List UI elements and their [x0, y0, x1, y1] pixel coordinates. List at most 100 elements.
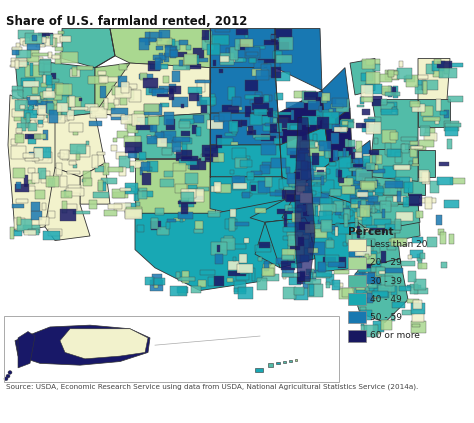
Bar	[207, 44, 220, 55]
Bar	[197, 58, 208, 62]
Bar	[176, 149, 192, 161]
Bar	[34, 148, 43, 160]
Bar	[283, 361, 286, 363]
Bar	[343, 148, 346, 158]
Bar	[335, 227, 338, 236]
Bar	[390, 239, 403, 242]
Bar	[25, 33, 42, 44]
Bar	[414, 288, 428, 294]
Bar	[262, 162, 271, 168]
Polygon shape	[265, 218, 315, 268]
Bar	[48, 178, 55, 187]
Bar	[36, 44, 45, 47]
Bar	[250, 100, 255, 104]
Bar	[222, 105, 239, 113]
Bar	[27, 50, 39, 62]
Bar	[215, 29, 230, 32]
Bar	[432, 61, 445, 71]
Bar	[170, 286, 187, 297]
Bar	[173, 163, 186, 171]
Bar	[372, 162, 376, 165]
Bar	[306, 202, 319, 211]
Bar	[160, 103, 169, 107]
Bar	[413, 279, 427, 290]
Bar	[242, 193, 252, 196]
Bar	[310, 197, 327, 203]
Bar	[347, 140, 355, 147]
Bar	[40, 92, 44, 99]
Bar	[254, 96, 263, 104]
Bar	[211, 242, 228, 255]
Bar	[273, 138, 282, 143]
Bar	[255, 92, 262, 101]
Bar	[265, 123, 277, 126]
Bar	[319, 198, 332, 210]
Bar	[356, 208, 365, 217]
Bar	[380, 201, 392, 212]
Bar	[171, 52, 187, 57]
Bar	[147, 135, 151, 138]
Bar	[254, 60, 264, 71]
Bar	[311, 173, 326, 182]
Bar	[169, 84, 176, 87]
Bar	[304, 91, 318, 100]
Bar	[179, 60, 183, 66]
Bar	[157, 138, 167, 147]
Bar	[383, 102, 397, 107]
Bar	[230, 209, 236, 217]
Bar	[365, 183, 380, 190]
Bar	[142, 173, 151, 185]
Bar	[29, 57, 44, 66]
Bar	[440, 111, 447, 115]
Text: 20 - 29: 20 - 29	[370, 258, 402, 267]
Bar	[27, 115, 44, 120]
Bar	[260, 165, 270, 174]
Bar	[277, 209, 293, 214]
Bar	[92, 108, 106, 116]
Bar	[67, 97, 81, 107]
Bar	[64, 190, 69, 197]
Bar	[182, 138, 192, 144]
Bar	[307, 142, 320, 148]
Bar	[373, 180, 378, 187]
Bar	[190, 159, 206, 170]
Bar	[35, 190, 45, 199]
Bar	[337, 223, 340, 226]
Bar	[32, 35, 36, 41]
Bar	[11, 139, 17, 145]
Bar	[341, 210, 353, 217]
Bar	[55, 47, 63, 51]
Bar	[347, 162, 355, 168]
Bar	[353, 164, 367, 167]
Bar	[293, 246, 299, 251]
Bar	[413, 159, 418, 164]
Bar	[232, 97, 241, 106]
Bar	[303, 204, 309, 216]
Bar	[309, 248, 318, 253]
Bar	[382, 130, 396, 143]
Bar	[439, 68, 456, 78]
Bar	[410, 146, 417, 157]
Bar	[360, 97, 364, 104]
Bar	[362, 202, 367, 207]
Bar	[193, 115, 204, 124]
Bar	[118, 156, 129, 168]
Bar	[34, 147, 51, 158]
Bar	[111, 114, 125, 118]
Bar	[210, 38, 225, 44]
Bar	[212, 35, 229, 45]
Bar	[337, 170, 342, 182]
Bar	[119, 64, 127, 71]
Bar	[401, 179, 411, 182]
Bar	[444, 63, 449, 74]
Bar	[270, 124, 280, 133]
Bar	[350, 294, 355, 300]
Bar	[242, 192, 250, 198]
Bar	[358, 190, 368, 196]
Bar	[114, 99, 118, 105]
Bar	[320, 203, 336, 212]
Bar	[232, 176, 245, 184]
Bar	[255, 245, 271, 253]
Bar	[362, 216, 372, 225]
Bar	[24, 110, 37, 118]
